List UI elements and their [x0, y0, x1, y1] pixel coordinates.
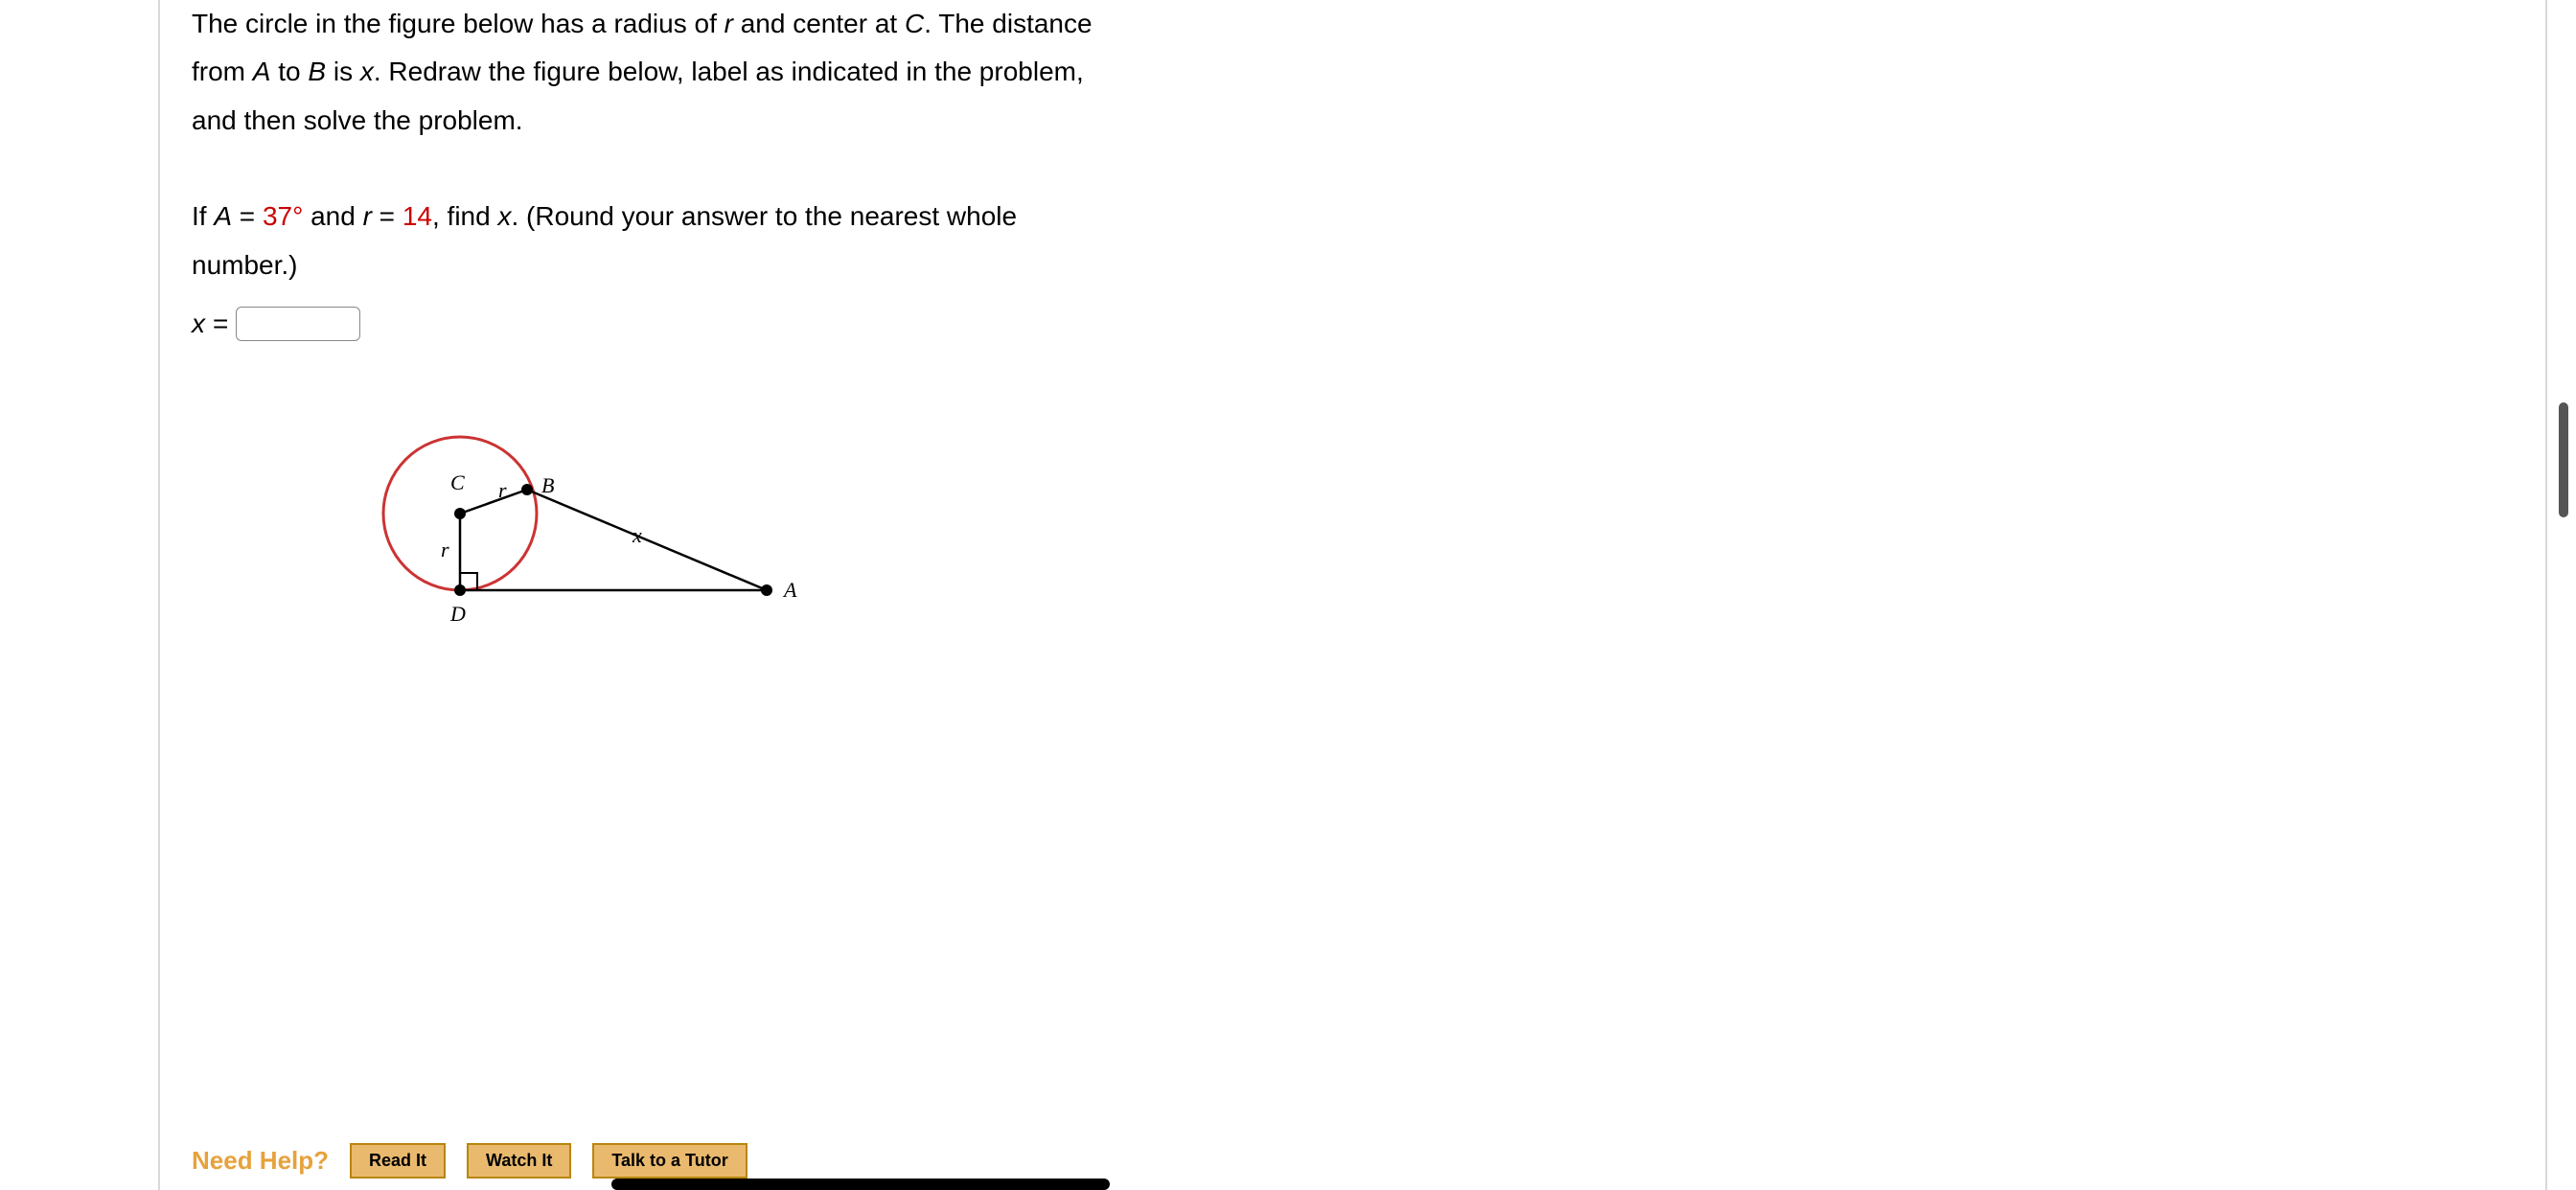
read-it-button[interactable]: Read It	[350, 1143, 446, 1179]
answer-input-x[interactable]	[236, 307, 360, 341]
segment-C-B	[460, 490, 527, 514]
text: =	[232, 201, 263, 231]
question-text: If A = 37° and r = 14, find x. (Round yo…	[192, 193, 2094, 289]
point-C	[454, 508, 466, 519]
text: number.)	[192, 250, 298, 280]
talk-to-tutor-button[interactable]: Talk to a Tutor	[592, 1143, 747, 1179]
var-B: B	[308, 57, 326, 86]
text: from	[192, 57, 253, 86]
value-A: 37°	[263, 201, 303, 231]
answer-label-x: x	[192, 309, 205, 339]
scrollbar-thumb[interactable]	[2559, 402, 2568, 517]
var-r: r	[363, 201, 372, 231]
text: =	[372, 201, 402, 231]
right-panel-border	[2545, 0, 2547, 1190]
text: to	[270, 57, 308, 86]
var-r: r	[724, 9, 733, 38]
text: . Redraw the figure below, label as indi…	[374, 57, 1084, 86]
value-r: 14	[402, 201, 432, 231]
text: The circle in the figure below has a rad…	[192, 9, 724, 38]
equals: =	[213, 309, 228, 339]
var-A: A	[253, 57, 271, 86]
help-row: Need Help? Read It Watch It Talk to a Tu…	[192, 1143, 748, 1179]
var-A: A	[214, 201, 232, 231]
need-help-label: Need Help?	[192, 1146, 329, 1176]
text: and	[303, 201, 362, 231]
label-D: D	[449, 602, 466, 626]
segment-B-A	[527, 490, 767, 590]
bottom-handle-bar	[611, 1179, 1110, 1190]
page-root: The circle in the figure below has a rad…	[0, 0, 2576, 1190]
text: If	[192, 201, 214, 231]
text: . The distance	[924, 9, 1092, 38]
watch-it-button[interactable]: Watch It	[467, 1143, 571, 1179]
text: and then solve the problem.	[192, 105, 523, 135]
point-A	[761, 584, 772, 596]
label-x: x	[632, 523, 642, 547]
answer-row: x =	[192, 307, 2094, 341]
label-C: C	[450, 470, 465, 494]
text: , find	[432, 201, 497, 231]
left-panel-border	[158, 0, 160, 1190]
var-x: x	[360, 57, 374, 86]
label-r2: r	[441, 538, 449, 561]
var-C: C	[905, 9, 924, 38]
label-B: B	[541, 473, 554, 497]
figure-container: r r x C B D A	[355, 418, 2094, 645]
text: is	[326, 57, 360, 86]
geometry-figure: r r x C B D A	[355, 418, 834, 638]
text: and center at	[733, 9, 905, 38]
problem-content: The circle in the figure below has a rad…	[192, 0, 2094, 645]
point-B	[521, 484, 533, 495]
label-A: A	[782, 578, 797, 602]
var-x: x	[497, 201, 511, 231]
point-D	[454, 584, 466, 596]
label-r1: r	[498, 478, 507, 502]
problem-statement: The circle in the figure below has a rad…	[192, 0, 2094, 145]
text: . (Round your answer to the nearest whol…	[511, 201, 1017, 231]
